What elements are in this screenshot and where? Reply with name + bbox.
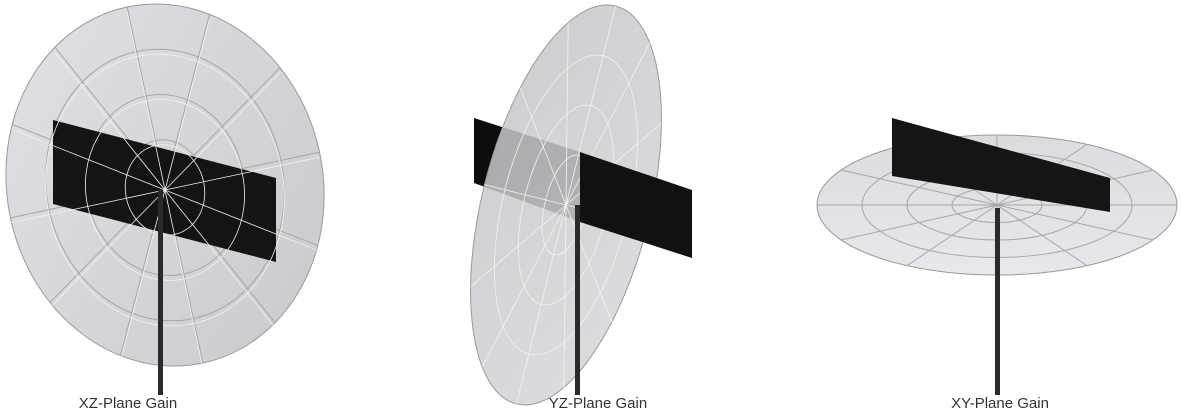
grid-spoke: [88, 190, 198, 361]
grid-spoke: [516, 205, 566, 404]
grid-spoke: [10, 190, 165, 223]
grid-spoke: [841, 205, 997, 240]
grid-spoke: [523, 205, 607, 387]
grid-spoke: [127, 12, 165, 190]
grid-spoke: [132, 19, 242, 190]
mast: [995, 208, 1000, 395]
grid-spoke: [997, 205, 1087, 266]
grid-spoke: [907, 205, 997, 266]
grid-spoke: [165, 174, 275, 345]
grid-spoke: [165, 162, 318, 279]
grid-spoke: [484, 185, 566, 205]
grid-spoke: [12, 101, 165, 218]
grid-spoke: [525, 23, 609, 205]
grid-spoke: [482, 195, 566, 377]
xz-grid-overlay: [0, 0, 357, 401]
grid-spoke: [471, 187, 566, 304]
grid-spoke: [31, 190, 184, 307]
grid-spoke: [566, 6, 616, 205]
mast: [158, 190, 163, 395]
mast: [575, 205, 580, 395]
caption: XZ-Plane Gain: [79, 395, 177, 412]
grid-spoke: [841, 170, 997, 205]
caption: YZ-Plane Gain: [549, 395, 647, 412]
grid-spoke: [566, 33, 650, 215]
caption: XY-Plane Gain: [951, 395, 1049, 412]
grid-spoke: [997, 205, 1153, 240]
grid-spoke: [495, 88, 590, 205]
antenna-panel-front: [580, 152, 692, 258]
grid-spoke: [165, 190, 203, 368]
grid-spoke: [165, 157, 320, 190]
grid-spoke: [146, 73, 299, 190]
grid-spoke: [55, 36, 165, 207]
grid-spoke: [541, 205, 636, 322]
antenna-panel: [892, 118, 1110, 212]
